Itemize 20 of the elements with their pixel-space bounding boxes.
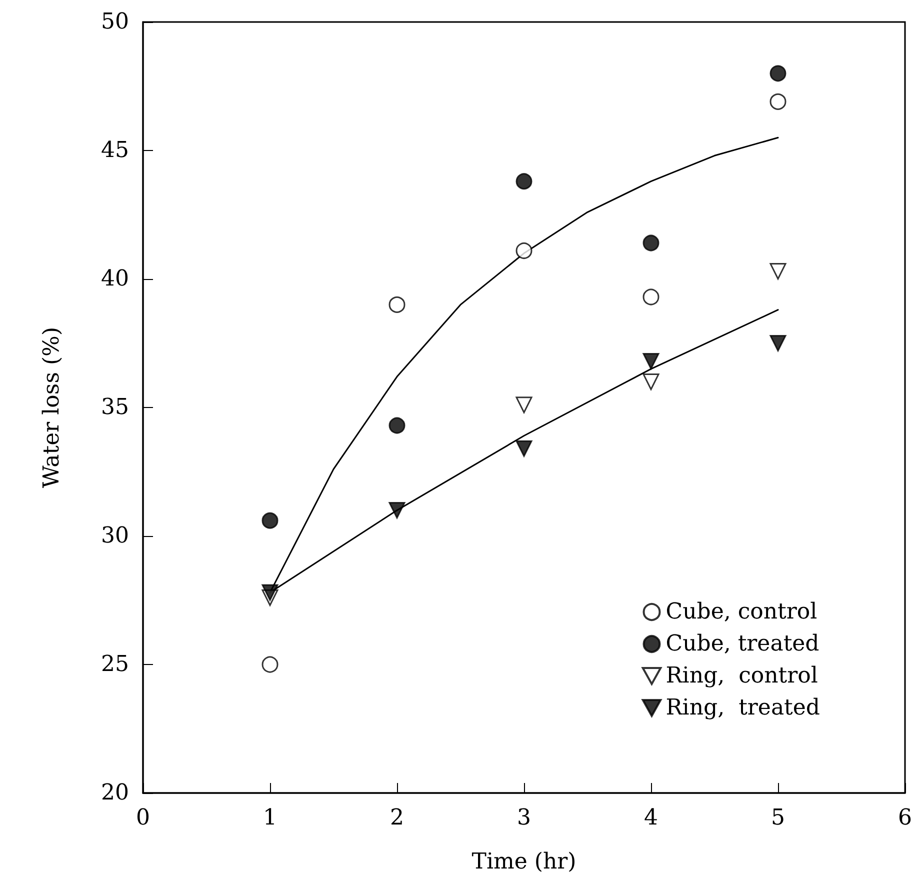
y-tick-label: 25 bbox=[101, 652, 129, 677]
x-tick-label: 1 bbox=[263, 806, 277, 830]
x-tick-label: 3 bbox=[517, 806, 531, 830]
legend-label: Cube, control bbox=[666, 600, 818, 624]
y-tick-label: 35 bbox=[101, 395, 129, 420]
x-tick-label: 4 bbox=[644, 806, 658, 830]
y-tick-label: 45 bbox=[101, 138, 129, 163]
x-axis-title: Time (hr) bbox=[472, 850, 576, 874]
legend-label: Ring, control bbox=[666, 664, 818, 688]
x-tick-label: 6 bbox=[898, 806, 912, 830]
y-tick-label: 50 bbox=[101, 10, 129, 34]
y-tick-label: 40 bbox=[101, 266, 129, 292]
x-tick-label: 2 bbox=[390, 806, 404, 830]
legend-label: Cube, treated bbox=[666, 632, 820, 656]
y-tick-label: 30 bbox=[101, 524, 129, 548]
y-axis-title: Water loss (%) bbox=[40, 326, 64, 488]
x-tick-label: 0 bbox=[136, 806, 150, 830]
y-tick-label: 20 bbox=[101, 780, 129, 806]
legend-label: Ring, treated bbox=[666, 696, 820, 720]
x-tick-label: 5 bbox=[771, 806, 785, 830]
